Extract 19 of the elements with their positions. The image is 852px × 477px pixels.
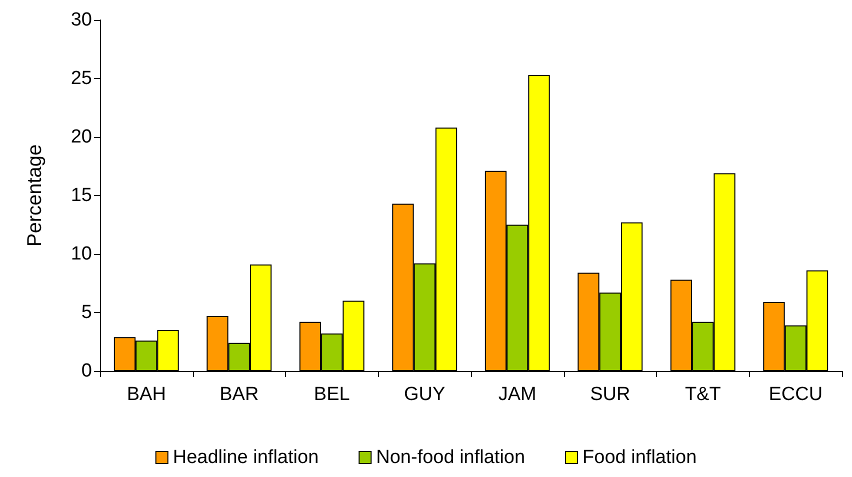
y-tick-label: 0 bbox=[81, 360, 92, 382]
x-tick-label: ECCU bbox=[768, 384, 823, 405]
x-tick-label: BEL bbox=[314, 384, 350, 405]
x-tick-label: BAH bbox=[126, 384, 166, 405]
y-tick-label: 30 bbox=[70, 10, 92, 30]
x-tick-label: GUY bbox=[404, 384, 446, 405]
y-tick-label: 5 bbox=[81, 302, 92, 323]
y-axis-title: Percentage bbox=[24, 144, 46, 247]
legend-label: Food inflation bbox=[582, 447, 697, 468]
y-tick-label: 25 bbox=[70, 68, 92, 89]
y-tick-label: 20 bbox=[70, 126, 92, 148]
x-tick-label: T&T bbox=[684, 384, 722, 405]
x-tick-label: BAR bbox=[220, 384, 259, 405]
y-tick-label: 15 bbox=[70, 185, 92, 206]
x-tick-label: SUR bbox=[590, 384, 630, 405]
x-tick-label: JAM bbox=[498, 384, 536, 405]
legend-label: Headline inflation bbox=[172, 447, 319, 468]
y-tick-label: 10 bbox=[70, 244, 92, 264]
legend-label: Non-food inflation bbox=[376, 447, 526, 468]
